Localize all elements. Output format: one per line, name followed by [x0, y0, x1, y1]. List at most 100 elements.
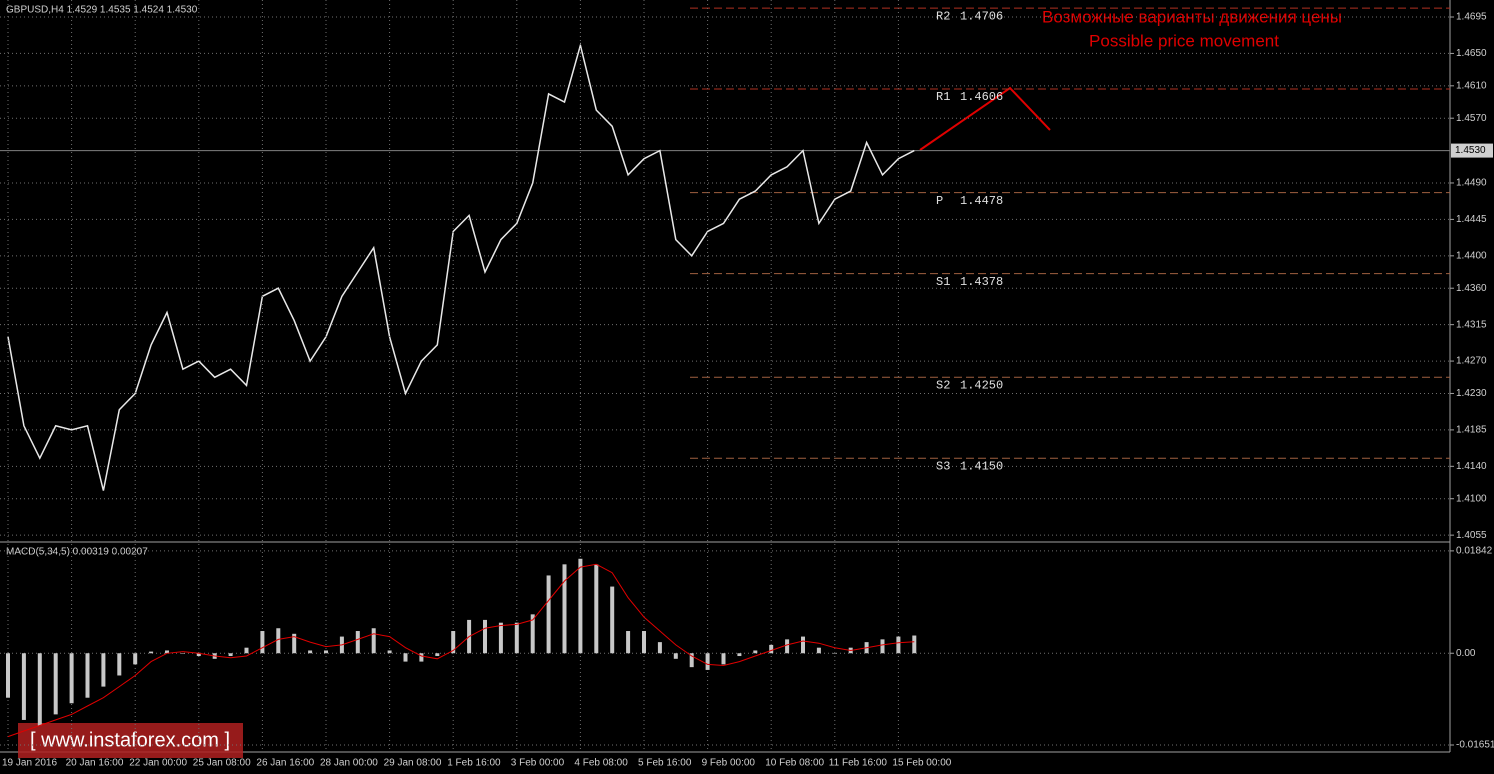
- macd-bar: [769, 644, 774, 654]
- macd-bar: [324, 650, 328, 654]
- macd-bar: [165, 650, 169, 654]
- macd-bar: [530, 614, 535, 654]
- macd-bar: [419, 653, 424, 662]
- macd-bar: [228, 653, 233, 657]
- macd-bar: [53, 653, 58, 715]
- y-tick-label: 1.4360: [1456, 283, 1487, 294]
- x-tick-label: 11 Feb 16:00: [829, 758, 888, 769]
- y-tick-label: 1.4650: [1456, 48, 1487, 59]
- pivot-value: 1.4250: [960, 378, 1003, 392]
- x-tick-label: 4 Feb 08:00: [574, 758, 628, 769]
- macd-bar: [642, 631, 646, 654]
- macd-bar: [308, 650, 313, 654]
- macd-bar: [626, 631, 631, 654]
- macd-bar: [816, 647, 821, 654]
- macd-bar: [705, 653, 710, 670]
- watermark-box: [18, 723, 243, 758]
- macd-bar: [6, 653, 10, 698]
- macd-bar: [483, 619, 487, 654]
- macd-bar: [689, 653, 694, 668]
- y-tick-label: 1.4140: [1456, 461, 1487, 472]
- last-price-label: 1.4530: [1455, 145, 1486, 156]
- macd-bar: [355, 631, 360, 654]
- macd-bar: [292, 633, 297, 654]
- pivot-name: P: [936, 194, 943, 208]
- macd-bar: [721, 653, 726, 665]
- y-tick-label: -0.01651: [1456, 740, 1494, 751]
- macd-bar: [578, 558, 583, 654]
- x-tick-label: 9 Feb 00:00: [702, 758, 756, 769]
- macd-bar: [832, 653, 837, 654]
- y-tick-label: 0.01842: [1456, 546, 1493, 557]
- pivot-value: 1.4478: [960, 194, 1003, 208]
- watermark: [ www.instaforex.com ]: [30, 729, 230, 751]
- x-tick-label: 28 Jan 00:00: [320, 758, 378, 769]
- macd-bar: [196, 653, 201, 657]
- pivot-name: R1: [936, 90, 950, 104]
- y-tick-label: 1.4400: [1456, 250, 1487, 261]
- x-tick-label: 22 Jan 00:00: [129, 758, 187, 769]
- macd-bar: [435, 653, 440, 657]
- pivot-name: S3: [936, 459, 950, 473]
- macd-bar: [403, 653, 408, 662]
- y-tick-label: 1.4270: [1456, 356, 1487, 367]
- pivot-name: S1: [936, 275, 950, 289]
- y-tick-label: 1.4570: [1456, 113, 1487, 124]
- y-tick-label: 0.00: [1456, 648, 1476, 659]
- pivot-name: R2: [936, 9, 950, 23]
- pivot-value: 1.4606: [960, 90, 1003, 104]
- x-tick-label: 15 Feb 00:00: [892, 758, 951, 769]
- pivot-value: 1.4150: [960, 459, 1003, 473]
- macd-bar: [912, 635, 917, 654]
- macd-bar: [753, 650, 758, 654]
- macd-bar: [562, 564, 567, 654]
- x-tick-label: 25 Jan 08:00: [193, 758, 251, 769]
- x-tick-label: 19 Jan 2016: [2, 758, 57, 769]
- macd-bar: [371, 628, 376, 654]
- macd-bar: [546, 575, 551, 654]
- macd-bar: [880, 639, 885, 654]
- y-tick-label: 1.4695: [1456, 12, 1487, 23]
- y-tick-label: 1.4100: [1456, 493, 1487, 504]
- x-tick-label: 3 Feb 00:00: [511, 758, 565, 769]
- macd-bar: [276, 628, 281, 654]
- macd-title: MACD(5,34,5) 0.00319 0.00207: [6, 547, 148, 558]
- macd-bar: [657, 642, 662, 654]
- x-tick-label: 29 Jan 08:00: [384, 758, 442, 769]
- macd-bar: [117, 653, 122, 676]
- y-tick-label: 1.4445: [1456, 214, 1487, 225]
- pivot-name: S2: [936, 378, 950, 392]
- macd-bar: [801, 636, 805, 654]
- x-tick-label: 26 Jan 16:00: [256, 758, 314, 769]
- macd-bar: [896, 636, 901, 654]
- macd-bar: [785, 639, 790, 654]
- x-tick-label: 1 Feb 16:00: [447, 758, 501, 769]
- macd-bar: [737, 653, 742, 657]
- macd-bar: [149, 651, 154, 654]
- macd-bar: [673, 653, 678, 659]
- macd-bar: [498, 622, 503, 654]
- pivot-value: 1.4706: [960, 9, 1003, 23]
- macd-bar: [451, 631, 456, 654]
- macd-bar: [85, 653, 90, 698]
- pivot-value: 1.4378: [960, 275, 1003, 289]
- macd-bar: [21, 653, 26, 720]
- chart-title: GBPUSD,H4 1.4529 1.4535 1.4524 1.4530: [6, 5, 198, 16]
- last-price-tag: [1451, 143, 1493, 158]
- macd-bar: [594, 564, 599, 654]
- macd-bar: [244, 647, 249, 654]
- signal-line: [7, 563, 915, 738]
- macd-bar: [260, 631, 265, 654]
- macd-bar: [180, 653, 185, 654]
- macd-bar: [133, 653, 138, 665]
- x-tick-label: 10 Feb 08:00: [765, 758, 824, 769]
- macd-bar: [514, 622, 519, 654]
- y-tick-label: 1.4230: [1456, 388, 1487, 399]
- macd-bar: [610, 586, 615, 654]
- macd-bar: [101, 653, 106, 687]
- x-tick-label: 20 Jan 16:00: [66, 758, 124, 769]
